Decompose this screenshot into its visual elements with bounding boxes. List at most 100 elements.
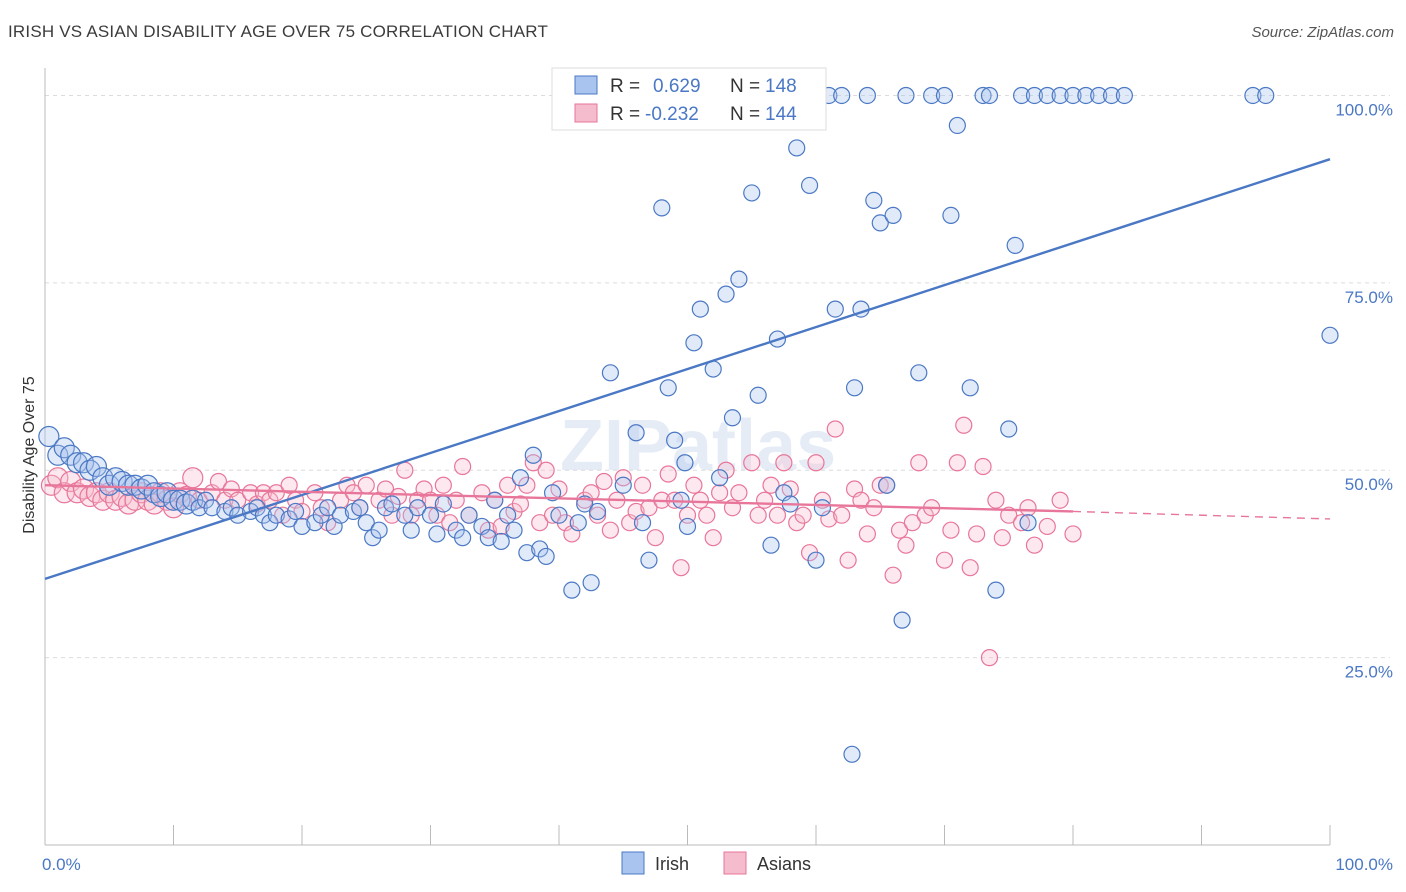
irish-point-113: [865, 191, 883, 210]
asians-n-label: N =: [730, 104, 760, 125]
irish-point-130: [1006, 236, 1024, 254]
irish-point-123: [942, 206, 960, 224]
asians-point-109: [794, 506, 812, 524]
irish-point-46: [370, 521, 388, 539]
irish-point-115: [878, 476, 896, 494]
irish-point-129: [1000, 420, 1018, 438]
irish-point-120: [910, 364, 928, 382]
irish-point-143: [1321, 326, 1339, 344]
asians-point-45: [357, 476, 375, 494]
legend-irish-label: Irish: [655, 854, 689, 874]
irish-point-12: [117, 474, 140, 496]
asians-point-144: [1038, 517, 1056, 536]
irish-point-105: [807, 551, 825, 569]
asians-point-138: [987, 491, 1005, 509]
irish-n-value: 148: [765, 76, 797, 97]
irish-point-64: [511, 469, 530, 487]
irish-point-54: [434, 495, 452, 513]
asians-point-127: [910, 454, 928, 472]
legend: Irish Asians: [621, 851, 811, 875]
asians-trend-line: [44, 484, 1074, 513]
asians-point-125: [897, 536, 915, 554]
irish-point-57: [460, 506, 478, 524]
asians-point-87: [646, 529, 664, 547]
asians-point-4: [66, 482, 88, 504]
irish-point-39: [319, 499, 337, 517]
irish-point-109: [833, 86, 851, 105]
irish-n-label: N =: [730, 76, 760, 97]
irish-point-70: [550, 506, 568, 524]
asians-point-139: [993, 529, 1011, 547]
y-tick-label-1: 50.0%: [1345, 475, 1393, 494]
irish-point-106: [813, 499, 832, 517]
asians-point-67: [511, 495, 530, 513]
asians-point-65: [499, 476, 517, 494]
irish-point-71: [563, 581, 581, 599]
irish-point-121: [923, 86, 941, 105]
asians-point-22: [182, 467, 204, 489]
irish-point-98: [762, 536, 780, 554]
irish-point-140: [1115, 86, 1134, 105]
irish-point-0: [38, 425, 60, 448]
asians-n-value: 144: [765, 104, 797, 125]
irish-point-135: [1051, 86, 1069, 105]
irish-point-142: [1257, 86, 1275, 105]
irish-point-136: [1064, 86, 1082, 105]
irish-point-62: [499, 506, 517, 524]
irish-point-138: [1090, 86, 1108, 105]
asians-point-133: [955, 416, 973, 434]
legend-asians-swatch[interactable]: [723, 851, 747, 875]
watermark: ZIPatlas: [560, 406, 836, 486]
grid-lines: 25.0% 50.0% 75.0% 100.0%: [45, 94, 1393, 682]
asians-series: [40, 416, 1082, 667]
asians-stats-swatch: [574, 103, 598, 123]
irish-point-133: [1025, 86, 1044, 105]
asians-point-101: [743, 454, 761, 472]
asians-point-78: [588, 506, 607, 524]
asians-point-103: [755, 491, 774, 509]
irish-point-59: [479, 529, 497, 547]
irish-point-85: [676, 454, 694, 472]
trend-lines: [44, 158, 1331, 581]
asians-point-131: [942, 521, 960, 539]
legend-irish-swatch[interactable]: [621, 851, 645, 875]
irish-point-48: [383, 495, 401, 513]
irish-point-114: [871, 214, 889, 232]
asians-point-71: [537, 461, 555, 479]
irish-point-86: [678, 517, 697, 536]
irish-point-93: [730, 270, 748, 288]
irish-trend-line: [44, 158, 1331, 581]
asians-point-89: [659, 465, 677, 483]
irish-point-77: [614, 476, 632, 494]
irish-point-132: [1019, 514, 1037, 532]
chart-title: IRISH VS ASIAN DISABILITY AGE OVER 75 CO…: [8, 22, 549, 41]
irish-series: [38, 86, 1339, 763]
irish-point-87: [685, 334, 703, 352]
asians-point-126: [903, 514, 921, 532]
irish-point-139: [1102, 86, 1121, 105]
irish-point-119: [897, 86, 915, 105]
asians-point-146: [1064, 525, 1082, 543]
axes: [44, 68, 1331, 846]
y-tick-label-2: 75.0%: [1345, 288, 1393, 307]
asians-point-116: [839, 551, 857, 569]
irish-point-35: [286, 502, 305, 521]
x-tick-label-max: 100.0%: [1335, 855, 1393, 874]
y-tick-label-3: 100.0%: [1335, 100, 1393, 119]
asians-point-102: [749, 506, 767, 524]
asians-point-93: [685, 476, 703, 494]
asians-point-96: [704, 529, 722, 547]
irish-r-label: R =: [610, 76, 640, 97]
asians-point-118: [852, 491, 870, 509]
asians-r-value: -0.232: [645, 104, 699, 125]
irish-point-128: [987, 581, 1005, 599]
irish-point-134: [1038, 86, 1056, 105]
irish-point-96: [749, 386, 767, 404]
irish-point-78: [627, 424, 645, 442]
irish-point-36: [293, 517, 311, 536]
irish-point-72: [569, 514, 587, 532]
asians-point-85: [633, 476, 652, 494]
irish-point-41: [331, 506, 350, 524]
irish-point-50: [402, 521, 420, 539]
chart-source: Source: ZipAtlas.com: [1251, 24, 1394, 41]
